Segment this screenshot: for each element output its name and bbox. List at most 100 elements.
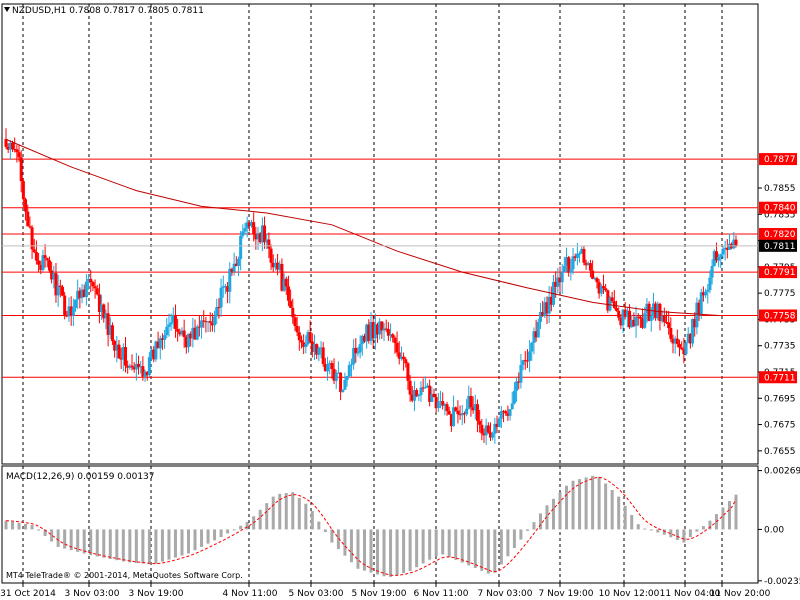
candle-body xyxy=(45,258,49,261)
candle-body xyxy=(330,363,334,370)
macd-bar xyxy=(538,513,542,530)
candle-body xyxy=(187,333,190,348)
candle-body xyxy=(573,256,577,258)
macd-bar xyxy=(265,503,269,530)
candle-body xyxy=(276,262,280,270)
macd-bar xyxy=(147,529,151,565)
candle-body xyxy=(504,411,508,414)
watermark-label: MT4 TeleTrade® © 2001-2014, MetaQuotes S… xyxy=(6,571,243,580)
macd-bar xyxy=(565,485,569,530)
candle-body xyxy=(193,327,197,340)
candle-body xyxy=(727,243,731,250)
price-level-label: 0.7820 xyxy=(764,230,796,240)
candle-body xyxy=(219,287,223,308)
candle-body xyxy=(269,248,273,263)
candle-body xyxy=(195,326,199,340)
candle-body xyxy=(234,263,238,266)
candle-body xyxy=(699,292,703,314)
macd-bar xyxy=(180,529,184,556)
macd-bar xyxy=(82,529,86,554)
macd-bar xyxy=(200,529,204,547)
candle-body xyxy=(478,420,482,425)
macd-bar xyxy=(421,529,425,564)
candle-body xyxy=(532,331,536,344)
macd-bar xyxy=(428,529,432,560)
candle-body xyxy=(343,380,347,390)
candle-body xyxy=(465,408,469,415)
macd-y-tick-label: 0.00269 xyxy=(764,467,800,477)
macd-bar xyxy=(95,529,99,557)
candle-body xyxy=(408,380,412,395)
macd-bar xyxy=(69,529,73,551)
candle-body xyxy=(302,342,306,348)
candle-body xyxy=(649,316,653,321)
candle-body xyxy=(113,340,117,351)
candle-body xyxy=(493,423,497,434)
candle-body xyxy=(95,288,99,295)
candle-body xyxy=(13,148,17,150)
candle-body xyxy=(536,321,540,338)
candle-body xyxy=(486,425,490,433)
candle-body xyxy=(554,281,558,287)
candle-body xyxy=(417,395,421,397)
candle-body xyxy=(393,337,397,343)
candle-body xyxy=(723,247,727,249)
candle-body xyxy=(356,352,360,354)
macd-bar xyxy=(649,529,653,531)
candle-body xyxy=(137,363,141,368)
candle-body xyxy=(569,269,573,273)
candle-body xyxy=(293,317,297,327)
candle-body xyxy=(319,347,323,349)
candle-body xyxy=(117,344,121,359)
candle-body xyxy=(197,326,201,328)
candle-body xyxy=(695,302,699,328)
candle-body xyxy=(480,424,484,434)
candle-body xyxy=(623,309,627,317)
price-level-tag xyxy=(759,228,797,240)
macd-bar xyxy=(343,529,347,556)
candle-body xyxy=(152,349,156,360)
macd-bar xyxy=(167,529,171,560)
macd-bar xyxy=(154,529,158,564)
candle-body xyxy=(688,333,692,344)
candle-body xyxy=(562,265,566,272)
candle-body xyxy=(606,290,610,311)
macd-bar xyxy=(721,507,725,530)
candle-body xyxy=(578,253,582,255)
candle-body xyxy=(173,314,177,329)
price-level-tag xyxy=(759,371,797,384)
macd-bar xyxy=(454,529,458,560)
candle-body xyxy=(601,286,605,289)
candle-body xyxy=(358,344,362,353)
candle-body xyxy=(651,303,655,317)
macd-bar xyxy=(43,529,47,536)
candle-body xyxy=(171,314,175,323)
candle-body xyxy=(141,366,145,377)
candle-body xyxy=(8,142,12,150)
candle-body xyxy=(67,306,71,317)
candle-body xyxy=(458,414,462,416)
candle-body xyxy=(354,347,358,354)
macd-bar xyxy=(662,529,666,535)
candle-body xyxy=(182,330,186,337)
candle-body xyxy=(373,324,377,339)
candle-body xyxy=(586,263,590,266)
candle-body xyxy=(443,404,447,406)
macd-bar xyxy=(30,525,34,530)
candles xyxy=(4,128,738,445)
price-level-label: 0.7840 xyxy=(764,204,796,214)
candle-body xyxy=(58,285,62,287)
macd-signal-line xyxy=(5,476,737,576)
macd-bar xyxy=(545,505,549,530)
macd-bar xyxy=(37,529,41,531)
candle-body xyxy=(336,372,340,374)
candle-body xyxy=(545,302,549,314)
candle-body xyxy=(599,286,603,294)
candle-body xyxy=(588,263,592,271)
candle-body xyxy=(682,349,686,355)
macd-bar xyxy=(382,529,386,577)
macd-bar xyxy=(441,529,445,555)
candle-body xyxy=(371,322,375,339)
candle-body xyxy=(339,372,343,393)
